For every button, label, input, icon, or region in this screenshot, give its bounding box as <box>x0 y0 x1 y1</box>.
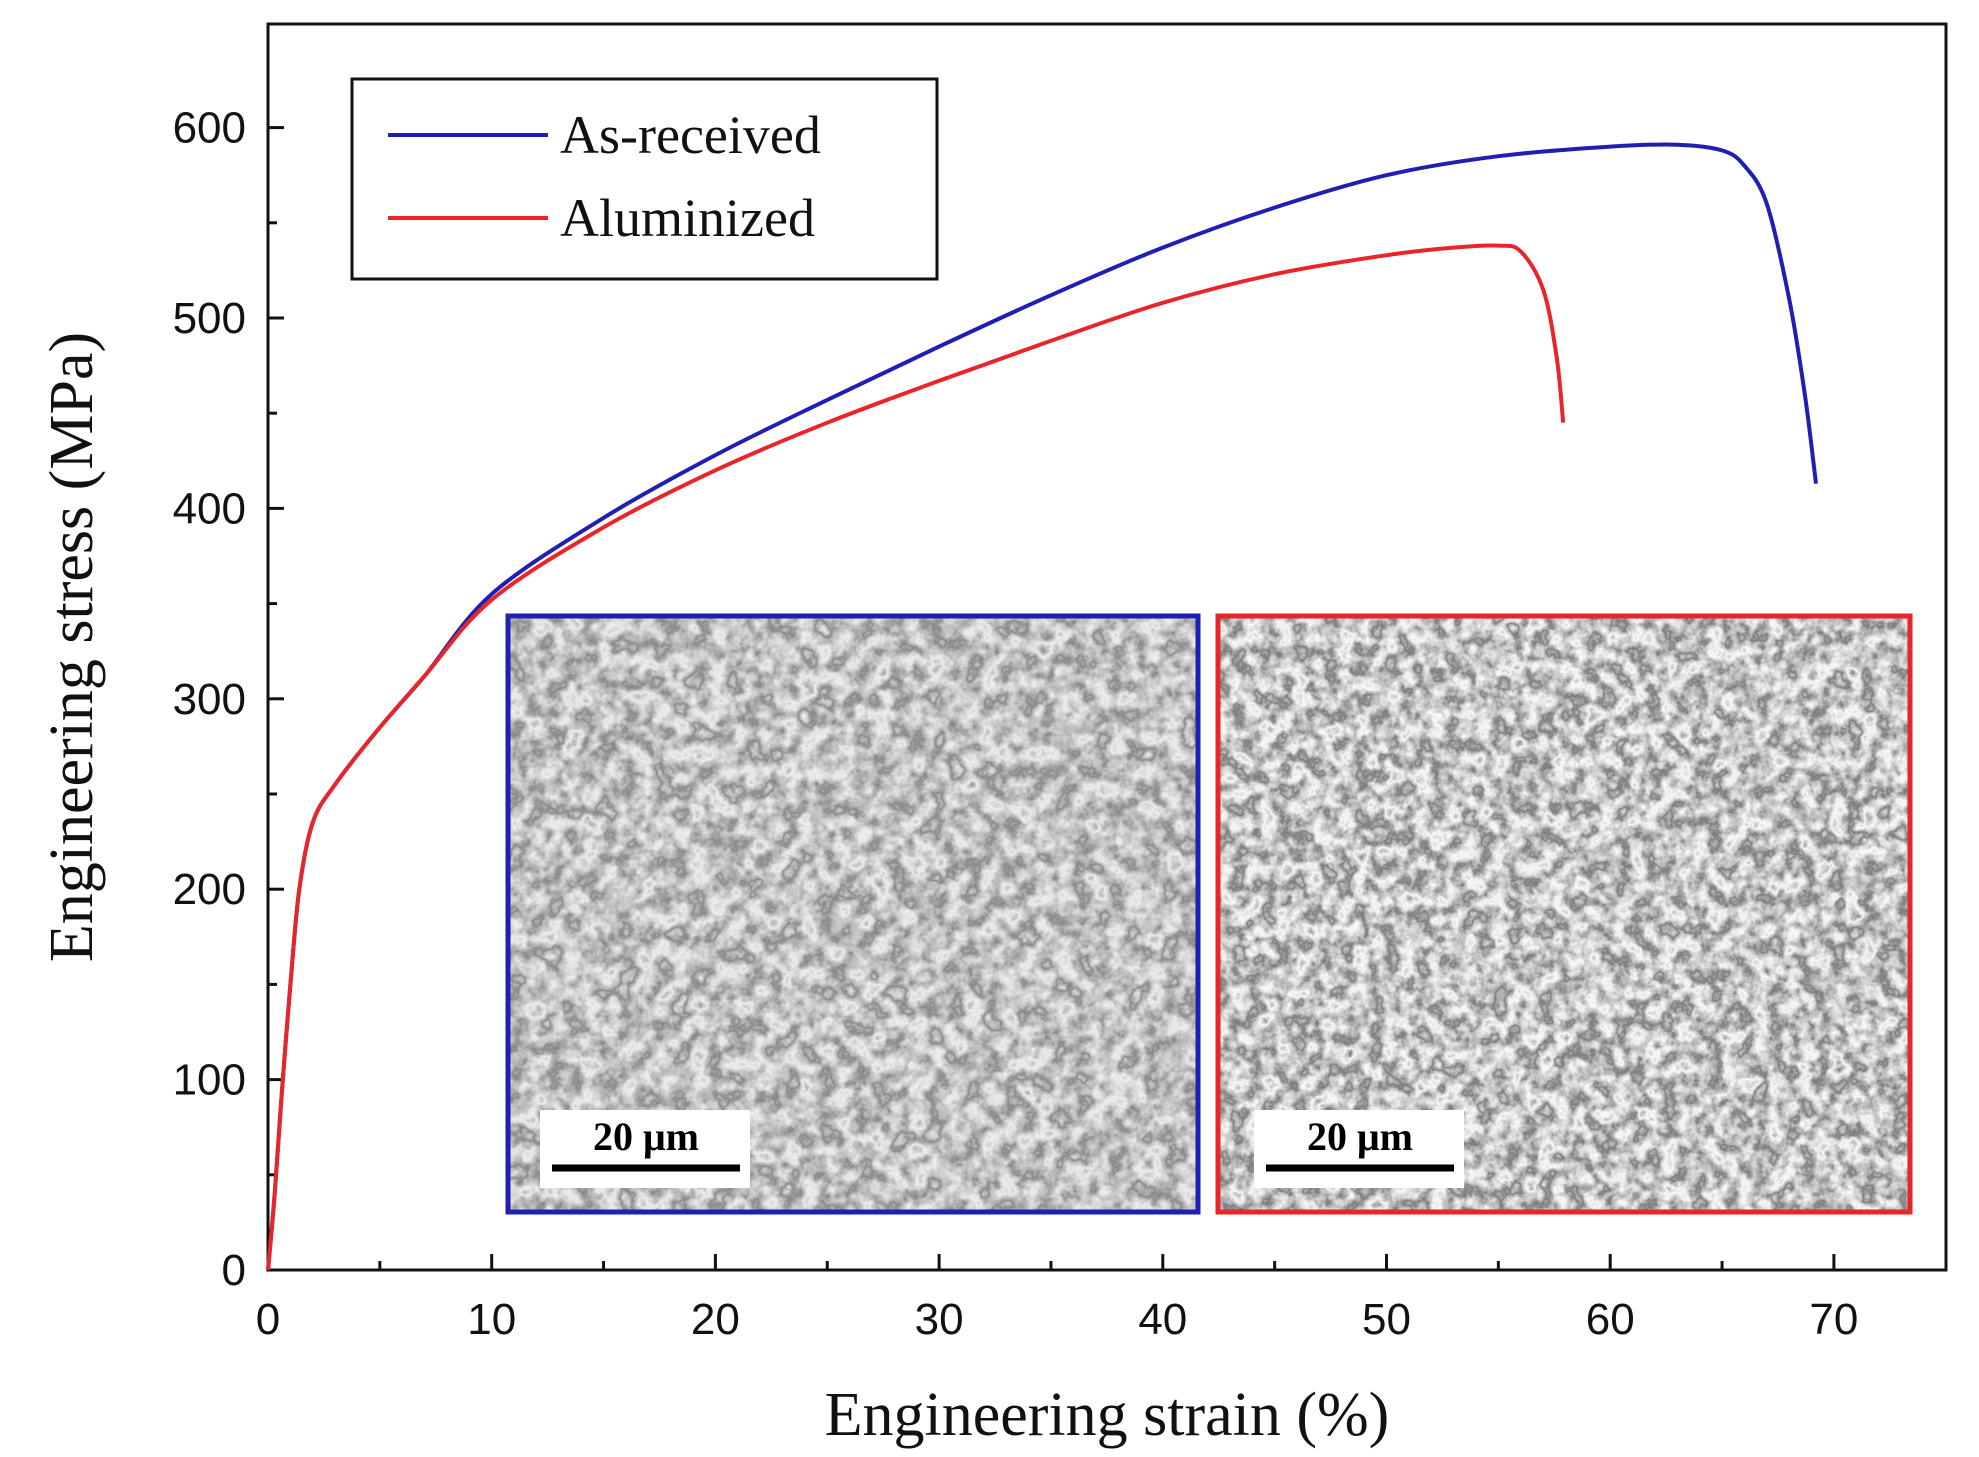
series-line-aluminized <box>266 243 1566 1271</box>
y-axis-ticks: 0 100 200 300 400 500 600 <box>173 104 284 1295</box>
legend-label-aluminized: Aluminized <box>560 188 815 248</box>
inset-as-received: 20 μm <box>505 613 1201 1215</box>
y-tick-label: 200 <box>173 865 246 914</box>
y-tick-label: 500 <box>173 294 246 343</box>
scale-bar-label: 20 μm <box>593 1114 699 1159</box>
inset-as-received-frame <box>505 613 1201 1215</box>
plot-frame <box>266 22 1948 1272</box>
y-tick-label: 100 <box>173 1056 246 1105</box>
series-layer <box>266 142 1818 1271</box>
y-tick-label: 400 <box>173 484 246 533</box>
x-tick-label: 60 <box>1586 1295 1635 1344</box>
legend-label-as-received: As-received <box>560 105 821 165</box>
scale-bar-background <box>540 1110 750 1188</box>
x-axis-ticks: 0 10 20 30 40 50 60 70 <box>256 1254 1858 1344</box>
x-tick-label: 0 <box>256 1295 280 1344</box>
x-tick-label: 20 <box>691 1295 740 1344</box>
y-tick-label: 0 <box>222 1246 246 1295</box>
x-tick-label: 30 <box>915 1295 964 1344</box>
x-tick-label: 50 <box>1362 1295 1411 1344</box>
legend: As-received Aluminized <box>350 77 939 281</box>
y-tick-label: 600 <box>173 104 246 153</box>
x-axis-title: Engineering strain (%) <box>825 1381 1390 1449</box>
y-axis-title: Engineering stress (MPa) <box>38 332 106 962</box>
x-tick-label: 10 <box>467 1295 516 1344</box>
inset-aluminized: 20 μm <box>1215 613 1913 1215</box>
x-tick-label: 70 <box>1809 1295 1858 1344</box>
x-tick-label: 40 <box>1138 1295 1187 1344</box>
y-tick-label: 300 <box>173 675 246 724</box>
inset-aluminized-frame <box>1215 613 1913 1215</box>
legend-box <box>350 77 939 281</box>
scale-bar-background <box>1254 1110 1464 1188</box>
scale-bar-label: 20 μm <box>1307 1114 1413 1159</box>
